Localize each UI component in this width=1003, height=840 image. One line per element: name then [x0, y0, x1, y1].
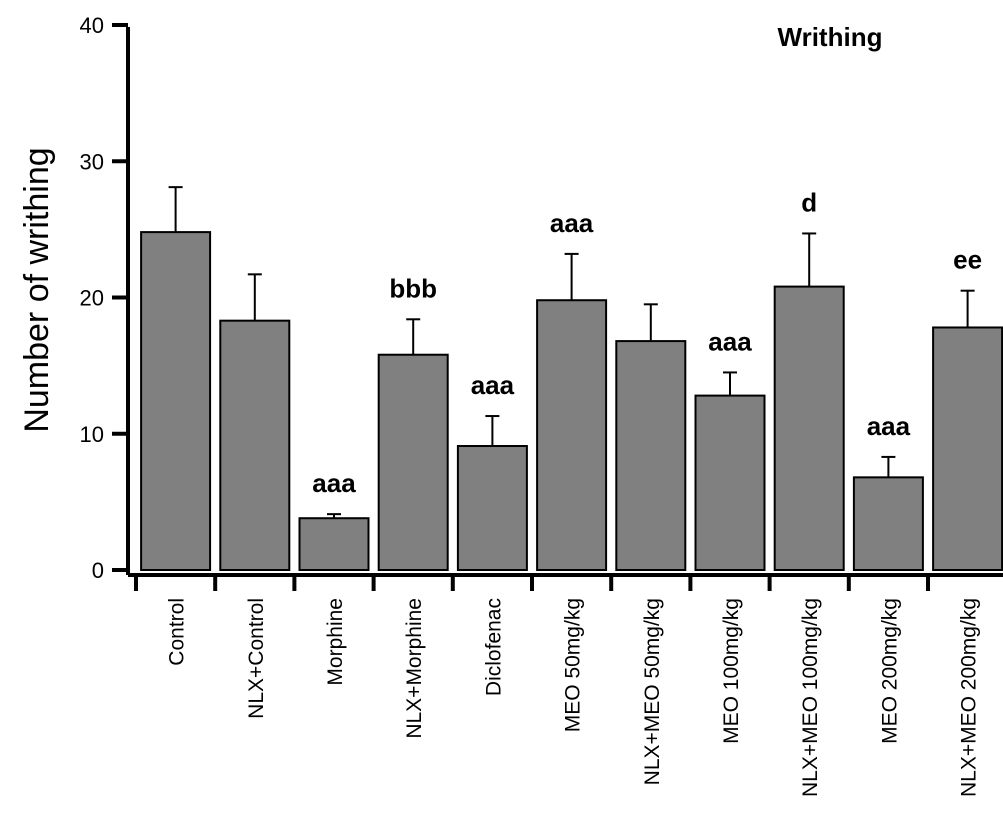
- x-tick-label: Morphine: [324, 598, 347, 686]
- bar: [615, 340, 687, 571]
- significance-label: aaa: [867, 411, 911, 441]
- significance-label: ee: [953, 245, 982, 275]
- axes-layer: [126, 27, 1003, 577]
- bar: [377, 353, 449, 571]
- error-bars-layer: [168, 186, 975, 519]
- bar: [536, 299, 608, 571]
- significance-label: aaa: [471, 370, 515, 400]
- bar: [694, 394, 766, 571]
- significance-label: aaa: [550, 208, 594, 238]
- x-tick-label: NLX+MEO 100mg/kg: [799, 598, 822, 797]
- significance-label: aaa: [708, 326, 752, 356]
- y-tick-label: 0: [92, 558, 104, 583]
- x-tick-label: MEO 50mg/kg: [562, 598, 585, 732]
- y-tick-label: 40: [80, 13, 104, 38]
- significance-label: bbb: [389, 273, 437, 303]
- x-tick-label: MEO 100mg/kg: [720, 598, 743, 744]
- significance-label: d: [801, 187, 817, 217]
- y-tick-label: 30: [80, 149, 104, 174]
- x-tick-label: MEO 200mg/kg: [878, 598, 901, 744]
- bar: [456, 445, 528, 572]
- y-tick-label: 20: [80, 286, 104, 311]
- bar: [932, 326, 1003, 571]
- x-tick-label: NLX+MEO 50mg/kg: [641, 598, 664, 785]
- significance-label: aaa: [312, 468, 356, 498]
- bar: [852, 476, 924, 572]
- x-tick-label: Diclofenac: [482, 598, 505, 696]
- bar: [298, 517, 370, 571]
- bar: [219, 319, 291, 571]
- x-ticks-layer: Control NLX+Control Morphine NLX+Morphine Di…: [134, 575, 981, 797]
- x-tick-label: NLX+MEO 200mg/kg: [958, 598, 981, 797]
- chart-title: Writhing: [778, 22, 883, 52]
- bar: [140, 231, 212, 571]
- x-tick-label: NLX+Morphine: [403, 598, 426, 739]
- y-tick-label: 10: [80, 422, 104, 447]
- x-tick-label: NLX+Control: [245, 598, 268, 719]
- annotations-layer: aaa bbb aaa aaa aaa d aaa ee: [312, 187, 982, 498]
- x-tick-label: Control: [166, 598, 189, 666]
- y-axis-label: Number of writhing: [18, 147, 56, 432]
- y-ticks-layer: 0 10 20 30 40: [80, 13, 128, 583]
- bars-layer: [140, 231, 1003, 572]
- bar: [773, 285, 845, 571]
